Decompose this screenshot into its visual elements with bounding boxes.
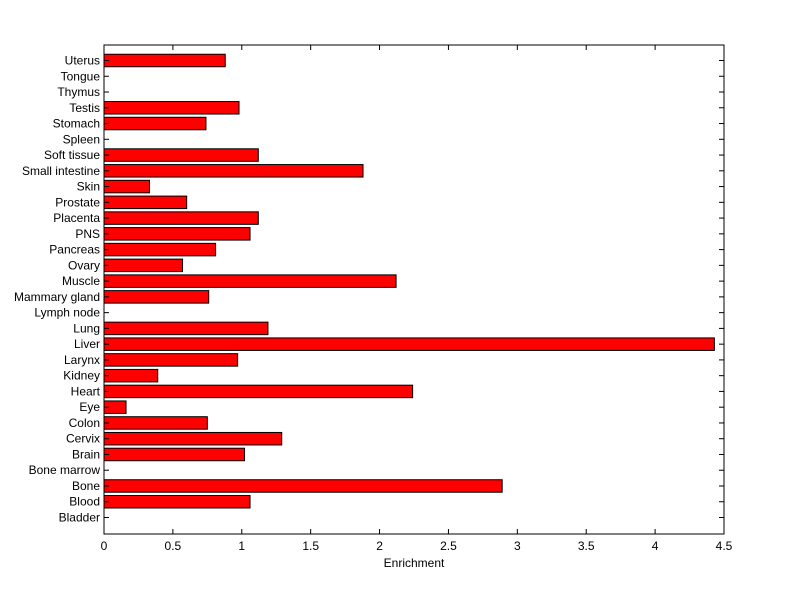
y-tick-label-bone-marrow: Bone marrow: [29, 463, 101, 477]
y-tick-label-bone: Bone: [72, 479, 100, 493]
bar-stomach: [103, 116, 207, 131]
x-tick-label-8: 4: [652, 539, 659, 553]
x-tick-label-5: 2.5: [440, 539, 457, 553]
bar-blood: [103, 494, 251, 509]
bar-cervix: [103, 431, 283, 446]
x-tick-label-0: 0: [101, 539, 108, 553]
y-tick-label-kidney: Kidney: [63, 369, 100, 383]
x-tick-label-4: 2: [376, 539, 383, 553]
y-tick-label-thymus: Thymus: [57, 85, 100, 99]
y-tick-label-bladder: Bladder: [59, 511, 100, 525]
y-tick-label-liver: Liver: [74, 337, 100, 351]
bar-placenta: [103, 211, 259, 225]
bar-larynx: [103, 353, 239, 367]
bar-colon: [103, 416, 208, 430]
y-tick-label-pns: PNS: [75, 227, 100, 241]
bar-pancreas: [103, 242, 217, 257]
bar-testis: [103, 101, 240, 115]
bar-soft-tissue: [103, 148, 259, 162]
y-tick-label-muscle: Muscle: [62, 274, 100, 288]
bar-small-intestine: [103, 164, 364, 178]
y-tick-label-lung: Lung: [73, 321, 100, 335]
x-tick-label-3: 1.5: [302, 539, 319, 553]
y-tick-label-testis: Testis: [69, 101, 100, 115]
y-tick-label-prostate: Prostate: [55, 195, 100, 209]
y-tick-label-cervix: Cervix: [66, 432, 100, 446]
x-tick-label-6: 3: [514, 539, 521, 553]
y-tick-label-spleen: Spleen: [63, 132, 100, 146]
x-tick-label-7: 3.5: [578, 539, 595, 553]
plot-frame: [103, 44, 725, 535]
y-tick-label-blood: Blood: [69, 495, 100, 509]
y-tick-label-larynx: Larynx: [64, 353, 100, 367]
bar-lung: [103, 321, 269, 336]
bar-bone: [103, 479, 503, 493]
y-tick-label-uterus: Uterus: [65, 54, 100, 68]
y-tick-label-lymph-node: Lymph node: [34, 306, 100, 320]
bar-mammary-gland: [103, 290, 210, 304]
y-tick-label-placenta: Placenta: [53, 211, 100, 225]
bar-kidney: [103, 368, 159, 383]
y-tick-label-pancreas: Pancreas: [49, 243, 100, 257]
bar-liver: [103, 337, 715, 351]
x-tick-label-1: 0.5: [165, 539, 182, 553]
y-tick-label-small-intestine: Small intestine: [22, 164, 100, 178]
x-tick-label-2: 1: [238, 539, 245, 553]
y-tick-label-colon: Colon: [69, 416, 100, 430]
y-tick-label-eye: Eye: [79, 400, 100, 414]
bar-prostate: [103, 195, 188, 210]
y-tick-label-heart: Heart: [71, 384, 101, 398]
bar-uterus: [103, 53, 226, 68]
bar-heart: [103, 384, 414, 399]
y-tick-label-tongue: Tongue: [61, 69, 101, 83]
y-tick-label-brain: Brain: [72, 447, 100, 461]
bar-ovary: [103, 258, 184, 273]
y-tick-label-mammary-gland: Mammary gland: [14, 290, 100, 304]
y-tick-label-ovary: Ovary: [68, 258, 100, 272]
bar-brain: [103, 447, 246, 462]
bar-muscle: [103, 274, 397, 288]
bar-skin: [103, 179, 150, 194]
y-tick-label-soft-tissue: Soft tissue: [44, 148, 100, 162]
x-axis-label: Enrichment: [384, 556, 445, 570]
y-tick-label-skin: Skin: [77, 180, 100, 194]
bar-pns: [103, 227, 251, 241]
y-tick-label-stomach: Stomach: [53, 117, 100, 131]
x-tick-label-9: 4.5: [716, 539, 733, 553]
